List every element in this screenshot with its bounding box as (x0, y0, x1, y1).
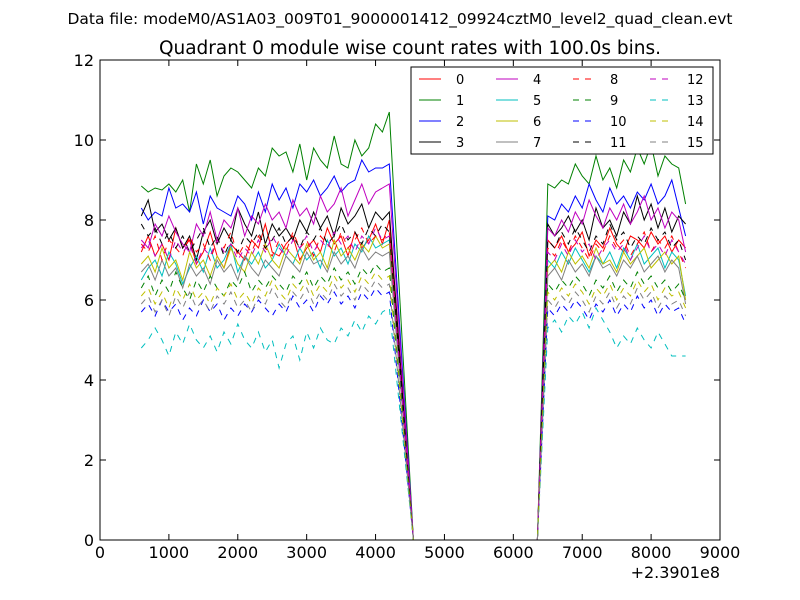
axis-ticks: 0 1000 2000 3000 4000 5000 6000 7000 8000 9000 0 2 4… (74, 51, 741, 562)
legend-box (410, 66, 714, 155)
legend-label-12: 12 (687, 73, 704, 88)
series-line-15 (140, 279, 687, 541)
series-line-10 (140, 287, 687, 541)
legend-label-6: 6 (533, 115, 541, 130)
y-tick-label: 2 (84, 451, 94, 470)
legend-label-7: 7 (533, 136, 541, 151)
x-tick-label: 7000 (562, 543, 603, 562)
series-line-14 (140, 271, 687, 541)
x-tick-label: 0 (95, 543, 105, 562)
x-tick-label: 4000 (355, 543, 396, 562)
y-tick-label: 12 (74, 51, 94, 70)
legend-label-13: 13 (687, 94, 704, 109)
series-line-6 (140, 234, 687, 541)
series-line-4 (140, 182, 687, 541)
x-tick-label: 5000 (424, 543, 465, 562)
series-line-12 (140, 226, 687, 541)
legend-label-0: 0 (456, 73, 464, 88)
legend-label-15: 15 (687, 136, 704, 151)
y-tick-label: 10 (74, 131, 94, 150)
series-line-5 (140, 234, 687, 541)
y-tick-label: 4 (84, 371, 94, 390)
legend-label-5: 5 (533, 94, 541, 109)
x-tick-label: 9000 (700, 543, 741, 562)
legend-label-8: 8 (610, 73, 618, 88)
legend-label-14: 14 (687, 115, 704, 130)
legend-label-1: 1 (456, 94, 464, 109)
legend-label-3: 3 (456, 136, 464, 151)
legend-label-10: 10 (610, 115, 627, 130)
legend-label-4: 4 (533, 73, 541, 88)
legend-label-9: 9 (610, 94, 618, 109)
x-tick-label: 8000 (631, 543, 672, 562)
plot-lines (140, 111, 687, 541)
series-line-11 (140, 222, 687, 541)
x-tick-label: 3000 (286, 543, 327, 562)
series-line-7 (140, 246, 687, 541)
x-tick-label: 1000 (149, 543, 190, 562)
series-line-8 (140, 226, 687, 541)
y-tick-label: 0 (84, 531, 94, 550)
series-line-9 (140, 263, 687, 541)
legend-label-11: 11 (610, 136, 627, 151)
x-tick-label: 6000 (493, 543, 534, 562)
y-tick-label: 6 (84, 291, 94, 310)
y-tick-label: 8 (84, 211, 94, 230)
series-line-0 (140, 219, 686, 541)
series-line-13 (140, 306, 686, 541)
legend-label-2: 2 (456, 115, 464, 130)
series-line-1 (140, 111, 687, 541)
x-tick-label: 2000 (217, 543, 258, 562)
x-offset-label: +2.3901e8 (631, 563, 720, 582)
series-line-2 (140, 158, 687, 541)
series-line-3 (140, 194, 686, 541)
chart-title: Quadrant 0 module wise count rates with … (159, 38, 661, 59)
suptitle: Data file: modeM0/AS1A03_009T01_90000014… (67, 10, 732, 29)
